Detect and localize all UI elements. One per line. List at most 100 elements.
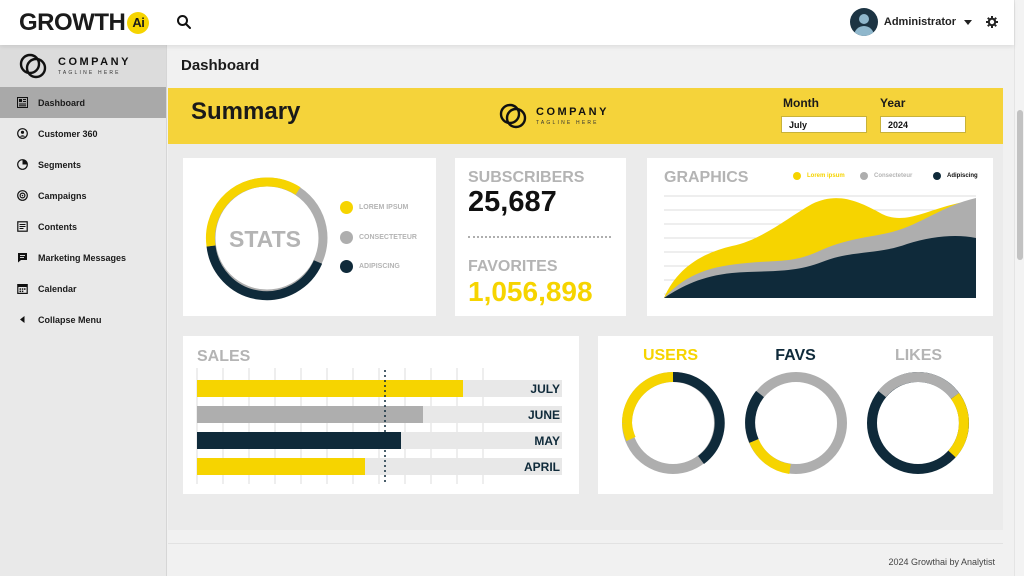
legend-label: ADIPISCING <box>359 263 400 270</box>
stats-title: STATS <box>229 226 301 252</box>
page-title: Dashboard <box>181 57 260 74</box>
stats-segment-navy <box>206 245 323 301</box>
sidebar: COMPANY TAGLINE HERE Dashboard Customer … <box>0 45 167 576</box>
legend-dot-navy <box>933 172 941 180</box>
gear-icon[interactable] <box>986 16 998 28</box>
sidebar-item-label: Marketing Messages <box>38 252 127 263</box>
sales-card: SALES JULY JUNE MAY APRIL <box>183 336 579 494</box>
document-icon <box>17 221 28 232</box>
likes-label: LIKES <box>894 347 943 364</box>
stats-legend-item: ADIPISCING <box>340 260 400 273</box>
company-name: COMPANY <box>58 55 131 68</box>
area-navy <box>664 236 976 298</box>
sales-bar <box>197 432 401 449</box>
sidebar-item-segments[interactable]: Segments <box>0 149 166 180</box>
dashboard-canvas: Summary COMPANY TAGLINE HERE Month Year … <box>168 88 1003 530</box>
graphics-legend-item: Adipiscing <box>933 172 978 180</box>
year-field[interactable] <box>880 116 966 133</box>
sidebar-item-label: Campaigns <box>38 190 87 201</box>
graphics-card: GRAPHICS Lorem ipsum Consecteteur Adipis… <box>647 158 993 316</box>
customer-icon <box>17 128 28 139</box>
year-label: Year <box>880 96 906 110</box>
sidebar-item-contents[interactable]: Contents <box>0 211 166 242</box>
legend-label: Lorem ipsum <box>807 173 845 179</box>
pie-icon <box>17 159 28 170</box>
divider <box>468 236 611 238</box>
brand-name: GROWTH <box>19 9 126 36</box>
legend-label: Adipiscing <box>947 173 978 179</box>
avatar[interactable] <box>849 8 878 36</box>
company-logo: COMPANY TAGLINE HERE <box>0 45 166 87</box>
users-label: USERS <box>642 347 699 364</box>
legend-label: CONSECTETEUR <box>359 234 417 241</box>
company-tagline: TAGLINE HERE <box>536 119 599 126</box>
company-logo-icon <box>499 103 527 129</box>
sidebar-item-label: Collapse Menu <box>38 314 102 325</box>
legend-dot-grey <box>860 172 868 180</box>
scrollbar-thumb[interactable] <box>1017 110 1023 260</box>
stats-card: STATS LOREM IPSUM CONSECTETEUR ADIPISCIN… <box>183 158 436 316</box>
stats-legend-item: LOREM IPSUM <box>340 201 408 214</box>
sidebar-item-label: Customer 360 <box>38 128 98 139</box>
company-name: COMPANY <box>536 105 609 118</box>
sidebar-item-dashboard[interactable]: Dashboard <box>0 87 166 118</box>
sidebar-item-collapse-menu[interactable]: Collapse Menu <box>0 304 166 335</box>
sales-bar <box>197 406 423 423</box>
sidebar-item-marketing-messages[interactable]: Marketing Messages <box>0 242 166 273</box>
sales-bar-label: JULY <box>530 382 560 396</box>
page-scrollbar[interactable] <box>1014 0 1024 576</box>
summary-bar: Summary COMPANY TAGLINE HERE Month Year <box>168 88 1003 144</box>
caret-left-icon <box>20 316 25 323</box>
sidebar-item-customer-360[interactable]: Customer 360 <box>0 118 166 149</box>
graphics-title: GRAPHICS <box>664 169 749 186</box>
users-ring <box>622 371 725 474</box>
sales-bar-label: JUNE <box>528 408 560 422</box>
legend-dot-navy <box>340 260 353 273</box>
subscribers-value: 25,687 <box>468 186 557 218</box>
subscribers-card: SUBSCRIBERS 25,687 FAVORITES 1,056,898 <box>455 158 626 316</box>
message-icon <box>18 253 27 263</box>
stats-segment-yellow-top <box>266 177 301 195</box>
favorites-label: FAVORITES <box>468 258 558 275</box>
month-field[interactable] <box>781 116 867 133</box>
favs-ring <box>745 372 847 474</box>
sales-title: SALES <box>197 348 251 365</box>
sidebar-nav: Dashboard Customer 360 Segments Campaign… <box>0 87 166 335</box>
sidebar-item-calendar[interactable]: Calendar <box>0 273 166 304</box>
brand-logo[interactable]: GROWTH Ai <box>19 9 150 37</box>
stats-segment-yellow <box>205 177 268 247</box>
graphics-legend-item: Consecteteur <box>860 172 912 180</box>
favorites-value: 1,056,898 <box>468 276 593 307</box>
sales-bar <box>197 380 463 397</box>
chevron-down-icon[interactable] <box>964 19 972 25</box>
sales-bar <box>197 458 365 475</box>
summary-title: Summary <box>191 98 301 125</box>
sidebar-item-label: Dashboard <box>38 97 86 108</box>
graphics-area-chart <box>664 195 976 298</box>
stats-donut <box>205 177 328 301</box>
user-name[interactable]: Administrator <box>883 16 956 28</box>
graphics-legend-item: Lorem ipsum <box>793 172 845 180</box>
legend-label: LOREM IPSUM <box>359 204 409 211</box>
sales-bar-label: MAY <box>534 434 560 448</box>
legend-dot-yellow <box>793 172 801 180</box>
sales-bar-label: APRIL <box>524 460 560 474</box>
user-menu[interactable]: Administrator <box>849 8 998 36</box>
month-label: Month <box>783 96 819 110</box>
target-icon <box>17 190 28 201</box>
search-icon[interactable] <box>176 14 192 30</box>
sales-bar-chart: JULY JUNE MAY APRIL <box>196 368 562 484</box>
top-bar: GROWTH Ai Administrator <box>0 0 1014 45</box>
sidebar-item-label: Calendar <box>38 283 77 294</box>
brand-badge: Ai <box>127 12 150 34</box>
sidebar-item-label: Contents <box>38 221 77 232</box>
summary-company-logo: COMPANY TAGLINE HERE <box>498 101 609 131</box>
company-logo-icon <box>19 53 47 79</box>
legend-dot-yellow <box>340 201 353 214</box>
sidebar-item-campaigns[interactable]: Campaigns <box>0 180 166 211</box>
likes-ring <box>867 371 969 474</box>
sidebar-item-label: Segments <box>38 159 82 170</box>
legend-dot-grey <box>340 231 353 244</box>
favs-label: FAVS <box>775 347 816 364</box>
calendar-icon <box>17 284 28 294</box>
